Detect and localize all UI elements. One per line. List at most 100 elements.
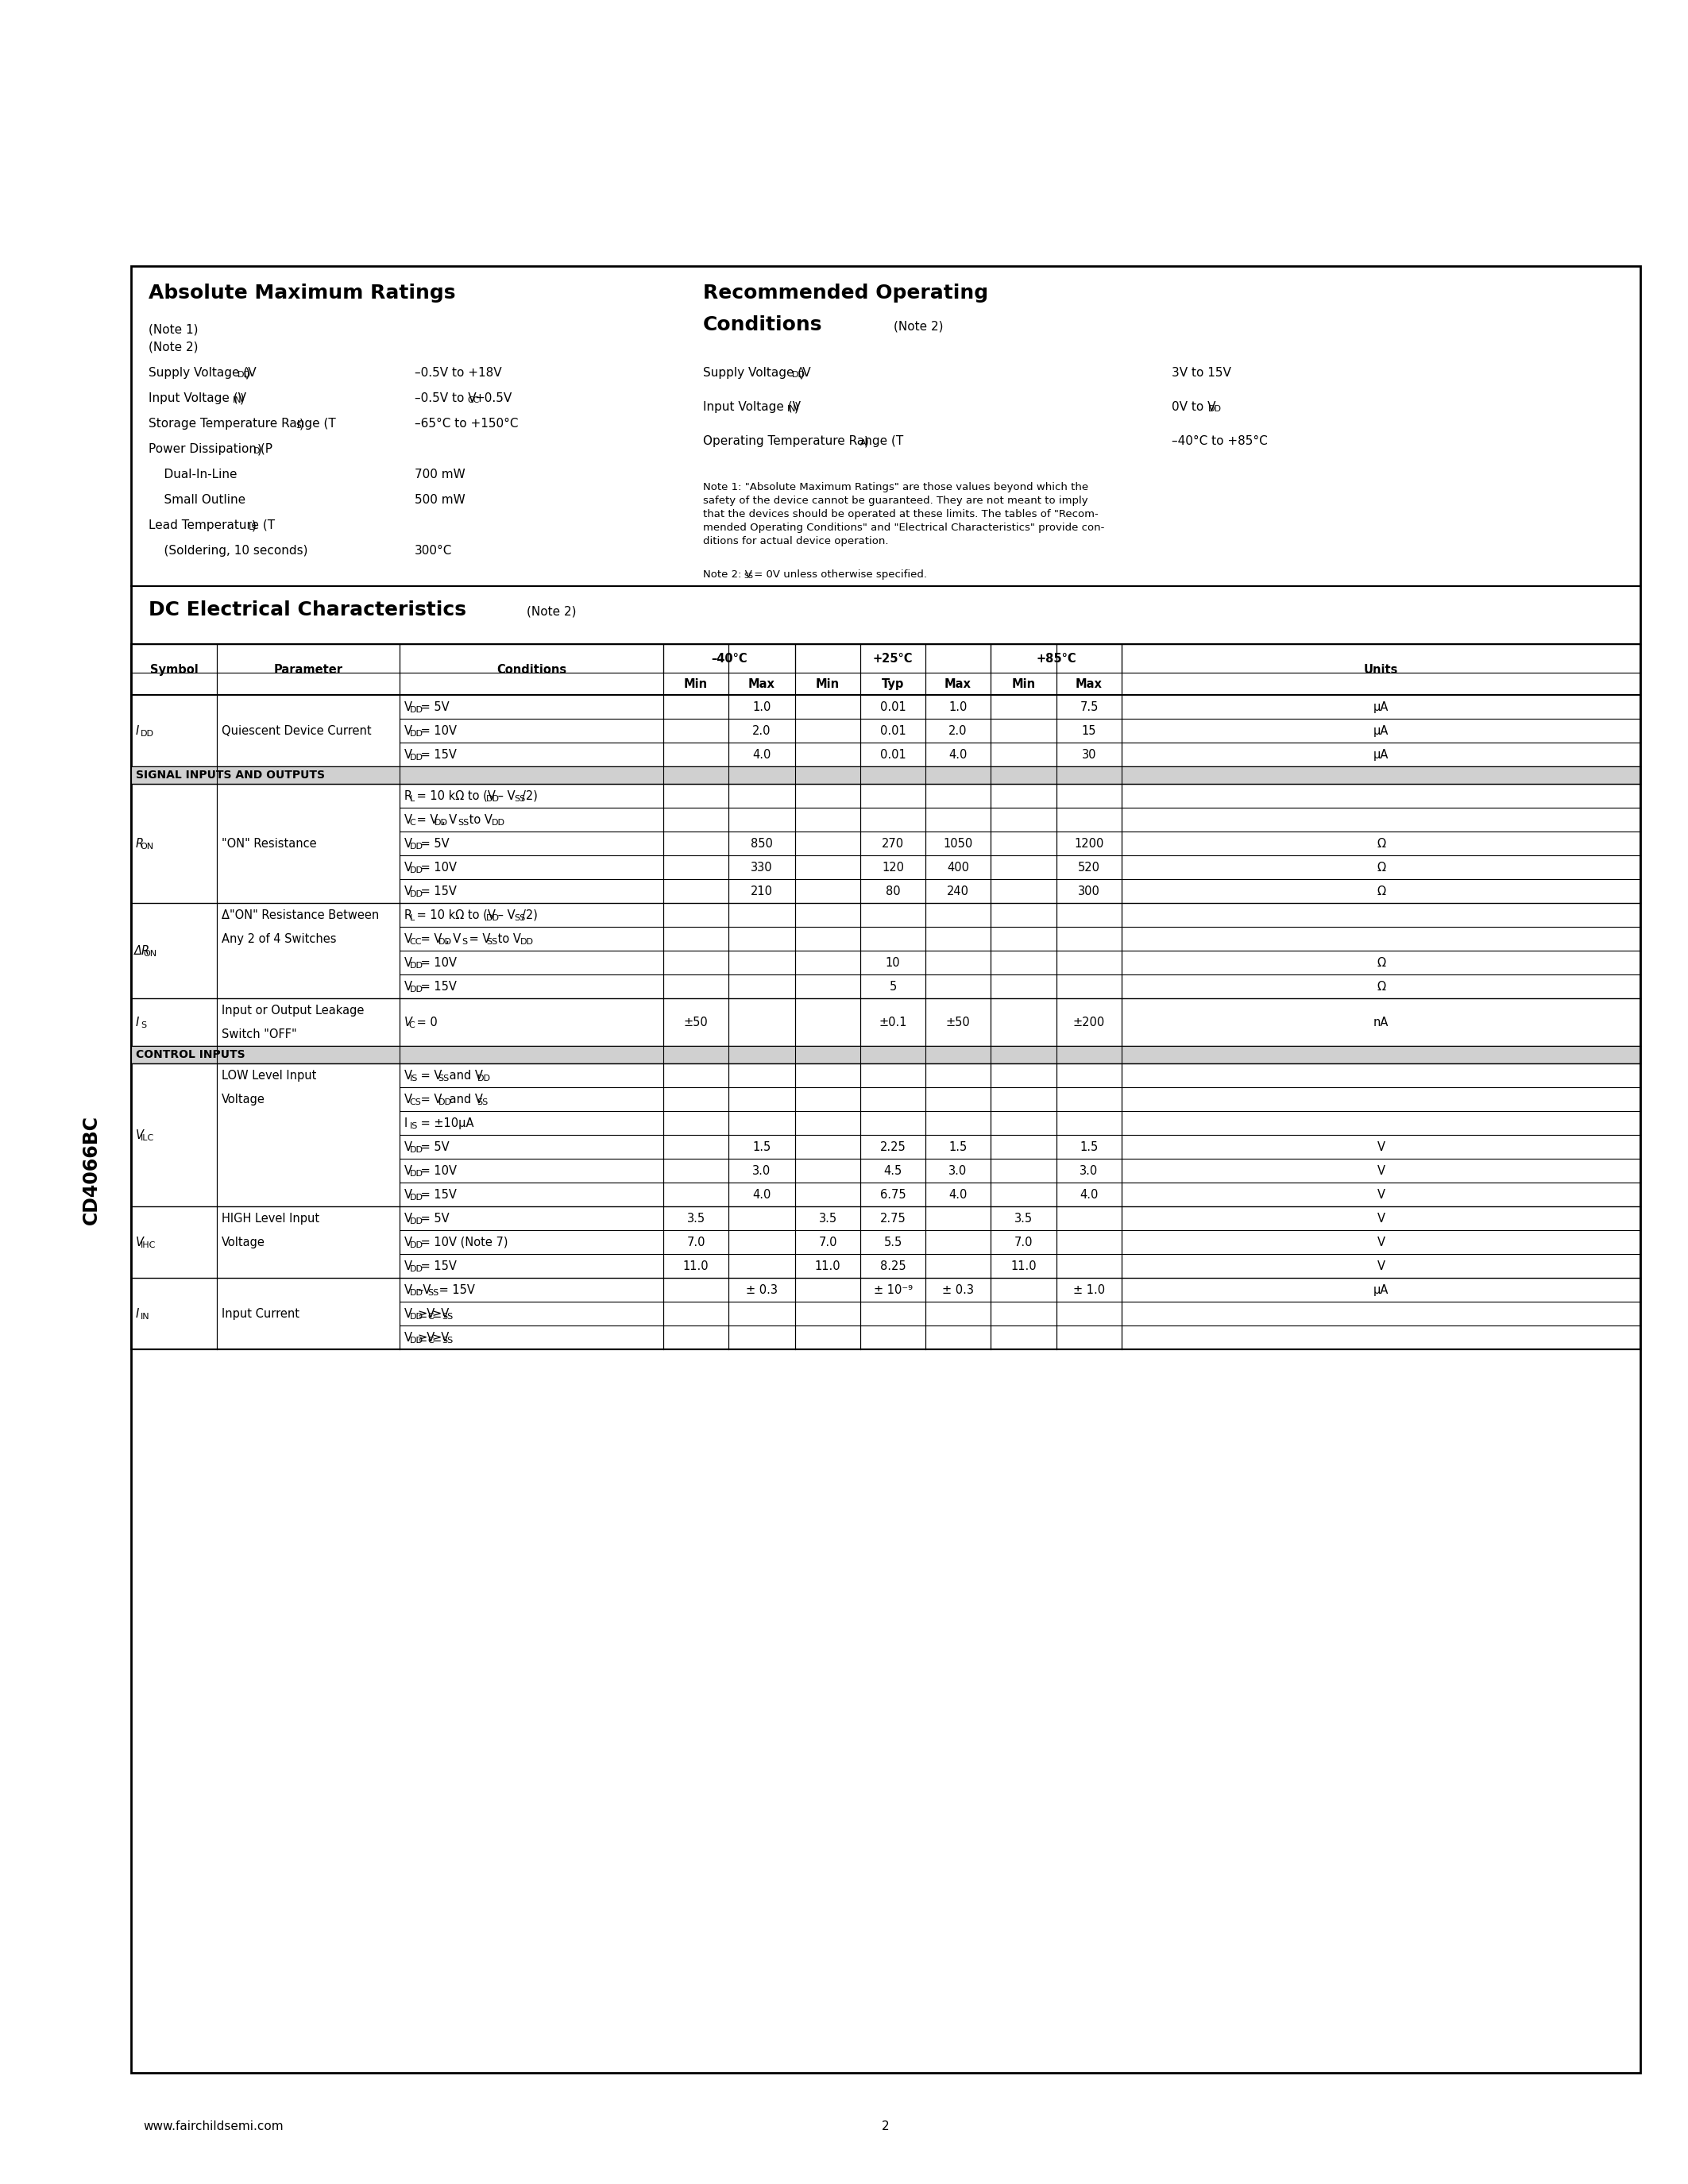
Text: μA: μA	[1374, 1284, 1389, 1295]
Text: 850: 850	[751, 836, 773, 850]
Text: V: V	[1377, 1188, 1384, 1201]
Text: Min: Min	[815, 677, 839, 690]
Text: V: V	[405, 1308, 412, 1319]
Text: Ω: Ω	[1377, 860, 1386, 874]
Text: 1200: 1200	[1074, 836, 1104, 850]
Text: 10: 10	[886, 957, 900, 968]
Text: 2.25: 2.25	[879, 1140, 906, 1153]
Text: = 15V: = 15V	[417, 885, 457, 898]
Text: L: L	[410, 915, 415, 922]
Text: DD: DD	[410, 985, 424, 994]
Text: , V: , V	[446, 933, 461, 946]
Text: DD: DD	[486, 795, 500, 804]
Text: – V: – V	[493, 909, 515, 922]
Text: = 15V: = 15V	[417, 749, 457, 760]
Text: 4.0: 4.0	[949, 749, 967, 760]
Text: SS: SS	[744, 572, 753, 579]
Text: 11.0: 11.0	[815, 1260, 841, 1271]
Text: DD: DD	[491, 819, 505, 828]
Text: μA: μA	[1374, 725, 1389, 736]
Text: ILC: ILC	[140, 1133, 154, 1142]
Text: 11.0: 11.0	[684, 1260, 709, 1271]
Text: L: L	[248, 524, 253, 531]
Text: = ±10μA: = ±10μA	[417, 1116, 474, 1129]
Text: 500 mW: 500 mW	[415, 494, 466, 507]
Text: 8.25: 8.25	[879, 1260, 906, 1271]
Text: and V: and V	[446, 1070, 483, 1081]
Text: ≥V: ≥V	[417, 1308, 436, 1319]
Text: DD: DD	[410, 705, 424, 714]
Text: IHC: IHC	[140, 1241, 155, 1249]
Text: Supply Voltage (V: Supply Voltage (V	[702, 367, 810, 378]
Text: –40°C: –40°C	[711, 653, 748, 664]
Text: 0.01: 0.01	[879, 701, 906, 712]
Text: V: V	[405, 981, 412, 992]
Text: DD: DD	[439, 1099, 452, 1107]
Text: Min: Min	[1011, 677, 1035, 690]
Text: SS: SS	[439, 1075, 449, 1083]
Text: LOW Level Input: LOW Level Input	[221, 1070, 316, 1081]
Text: (Note 1): (Note 1)	[149, 323, 197, 334]
Text: 1.5: 1.5	[1080, 1140, 1099, 1153]
Text: R: R	[135, 836, 143, 850]
Text: Δ"ON" Resistance Between: Δ"ON" Resistance Between	[221, 909, 380, 922]
Text: 5.5: 5.5	[883, 1236, 901, 1247]
Text: DD: DD	[410, 1171, 424, 1177]
Text: = V: = V	[466, 933, 490, 946]
Text: +25°C: +25°C	[873, 653, 913, 664]
Text: Symbol: Symbol	[150, 664, 197, 675]
Text: = 10V: = 10V	[417, 1164, 457, 1177]
Text: V: V	[405, 1332, 412, 1343]
Text: Min: Min	[684, 677, 707, 690]
Text: Input or Output Leakage: Input or Output Leakage	[221, 1005, 365, 1016]
Text: DD: DD	[410, 891, 424, 898]
Text: DD: DD	[410, 961, 424, 970]
Text: SIGNAL INPUTS AND OUTPUTS: SIGNAL INPUTS AND OUTPUTS	[135, 769, 324, 780]
Text: (Soldering, 10 seconds): (Soldering, 10 seconds)	[149, 544, 307, 557]
Text: DD: DD	[238, 371, 252, 378]
Text: I: I	[405, 1116, 408, 1129]
Text: 3.0: 3.0	[1080, 1164, 1099, 1177]
Text: DD: DD	[410, 753, 424, 762]
Text: nA: nA	[1374, 1016, 1389, 1029]
Text: V: V	[405, 1188, 412, 1201]
Text: μA: μA	[1374, 701, 1389, 712]
Text: 1.5: 1.5	[753, 1140, 771, 1153]
Text: Max: Max	[945, 677, 972, 690]
Text: V: V	[405, 1016, 412, 1029]
Text: V: V	[405, 885, 412, 898]
Text: IN: IN	[233, 395, 241, 404]
Text: 11.0: 11.0	[1011, 1260, 1036, 1271]
Text: Conditions: Conditions	[702, 314, 822, 334]
Text: Operating Temperature Range (T: Operating Temperature Range (T	[702, 435, 903, 448]
Bar	[132, 1046, 1641, 1064]
Text: –40°C to +85°C: –40°C to +85°C	[1171, 435, 1268, 448]
Text: ±50: ±50	[684, 1016, 707, 1029]
Text: DD: DD	[439, 937, 452, 946]
Text: Power Dissipation (P: Power Dissipation (P	[149, 443, 272, 454]
Text: = 15V: = 15V	[417, 1188, 457, 1201]
Text: S: S	[140, 1022, 147, 1029]
Text: Any 2 of 4 Switches: Any 2 of 4 Switches	[221, 933, 336, 946]
Text: ≥V: ≥V	[417, 1332, 436, 1343]
Text: Storage Temperature Range (T: Storage Temperature Range (T	[149, 417, 336, 430]
Text: 700 mW: 700 mW	[415, 470, 466, 480]
Text: V: V	[1377, 1164, 1384, 1177]
Text: C: C	[427, 1337, 434, 1345]
Text: 2.0: 2.0	[753, 725, 771, 736]
Text: ≥V: ≥V	[432, 1332, 449, 1343]
Text: V: V	[135, 1129, 143, 1140]
Text: ): )	[864, 435, 869, 448]
Text: Quiescent Device Current: Quiescent Device Current	[221, 725, 371, 736]
Text: SS: SS	[457, 819, 469, 828]
Text: I: I	[135, 1308, 140, 1319]
Text: CC: CC	[468, 395, 479, 404]
Text: /2): /2)	[522, 909, 538, 922]
Text: SS: SS	[515, 795, 525, 804]
Text: IN: IN	[787, 406, 797, 413]
Text: I: I	[135, 725, 140, 736]
Text: to V: to V	[495, 933, 522, 946]
Text: 240: 240	[947, 885, 969, 898]
Text: = 5V: = 5V	[417, 836, 449, 850]
Text: 2.75: 2.75	[879, 1212, 906, 1225]
